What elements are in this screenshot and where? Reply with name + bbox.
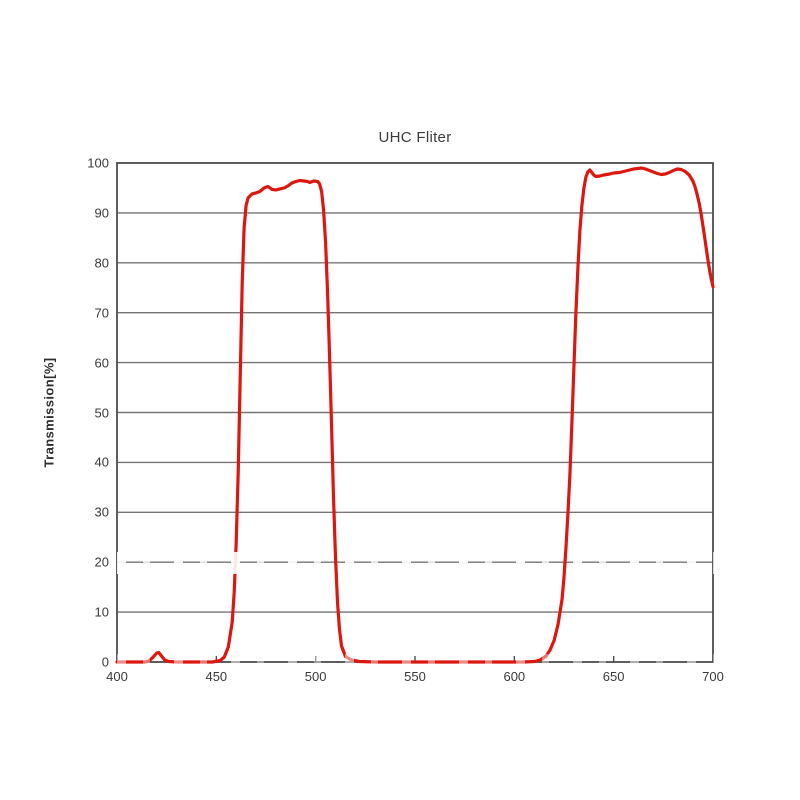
y-tick-label-40: 40 bbox=[94, 454, 109, 470]
y-axis-title-text: Transmission[%] bbox=[41, 357, 57, 468]
y-tick-label-30: 30 bbox=[94, 504, 109, 520]
x-tick-label-400: 400 bbox=[106, 669, 128, 684]
plot-area bbox=[115, 162, 715, 664]
y-tick-label-20: 20 bbox=[94, 554, 109, 570]
y-tick-label-90: 90 bbox=[94, 205, 109, 221]
y-tick-label-10: 10 bbox=[94, 604, 109, 620]
y-tick-label-0: 0 bbox=[101, 654, 109, 670]
y-tick-label-70: 70 bbox=[94, 305, 109, 321]
x-tick-label-650: 650 bbox=[602, 669, 625, 684]
y-tick-label-80: 80 bbox=[94, 255, 109, 271]
x-tick-label-550: 550 bbox=[404, 669, 426, 684]
y-tick-label-50: 50 bbox=[94, 405, 109, 420]
x-tick-label-600: 600 bbox=[503, 669, 526, 684]
x-tick-label-450: 450 bbox=[205, 669, 228, 684]
y-axis-title: Transmission[%] bbox=[36, 163, 62, 662]
transmission-curve bbox=[115, 166, 715, 664]
x-tick-label-700: 700 bbox=[702, 669, 724, 684]
y-tick-label-100: 100 bbox=[87, 155, 109, 171]
x-tick-label-500: 500 bbox=[304, 669, 327, 684]
y-tick-label-60: 60 bbox=[94, 355, 109, 371]
chart-title: UHC Fliter bbox=[378, 129, 452, 146]
plot-svg bbox=[115, 162, 715, 664]
